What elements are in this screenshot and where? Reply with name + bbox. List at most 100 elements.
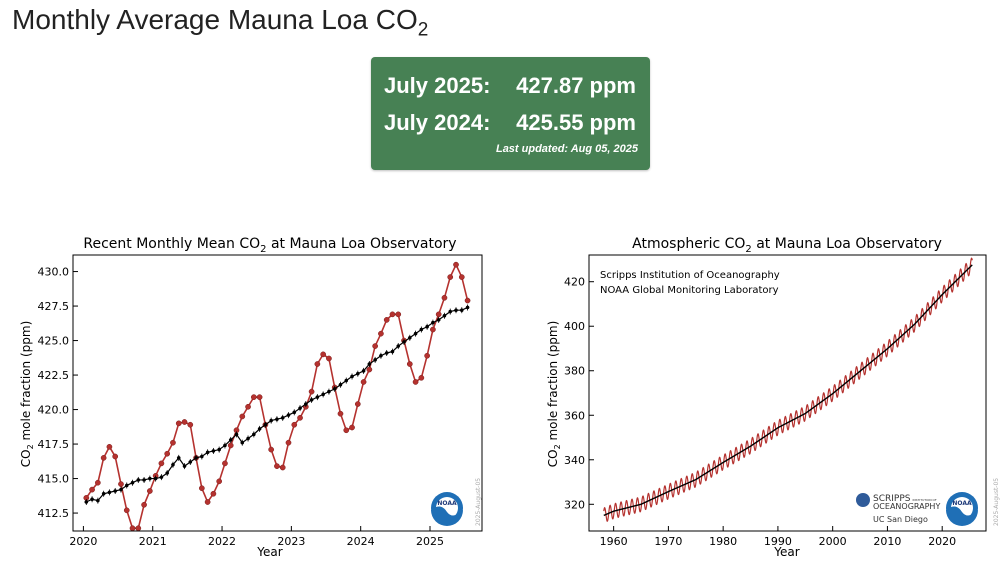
trend-point (182, 464, 187, 468)
monthly-mean-point (239, 413, 246, 420)
trend-line (603, 264, 973, 517)
trend-point (228, 438, 233, 442)
noaa-logo: NOAA (946, 492, 978, 526)
x-tick-label: 2024 (347, 535, 375, 548)
trend-point (390, 349, 395, 354)
monthly-mean-point (464, 297, 471, 304)
monthly-mean-point (274, 463, 280, 469)
trend-point (176, 456, 181, 460)
y-tick-label: 412.5 (38, 507, 70, 520)
trend-point (90, 497, 94, 502)
trend-point (194, 456, 198, 460)
monthly-mean-point (187, 421, 194, 428)
monthly-mean-point (314, 361, 321, 367)
trend-point (257, 427, 262, 431)
scripps-logo: SCRIPPS INSTITUTION OF OCEANOGRAPHY UC Sa… (856, 493, 940, 524)
monthly-mean-point (389, 311, 396, 318)
trend-point (101, 491, 106, 496)
trend-point (251, 432, 256, 437)
y-tick-label: 420 (564, 276, 585, 289)
monthly-mean-point (106, 443, 113, 450)
trend-point (119, 487, 123, 492)
trend-point (107, 490, 112, 495)
monthly-mean-point (337, 410, 344, 417)
trend-point (130, 480, 135, 485)
trend-point (165, 471, 170, 475)
monthly-mean-point (89, 486, 95, 493)
trend-point (298, 406, 302, 411)
svg-text:OCEANOGRAPHY: OCEANOGRAPHY (873, 502, 940, 511)
monthly-mean-point (250, 394, 257, 400)
trend-point (292, 410, 297, 415)
monthly-mean-point (268, 446, 275, 453)
trend-point (234, 432, 239, 437)
trend-point (442, 313, 447, 318)
x-tick-label: 2020 (928, 535, 956, 548)
chart-title: Recent Monthly Mean CO2 at Mauna Loa Obs… (83, 236, 456, 255)
svg-text:UC San Diego: UC San Diego (873, 515, 928, 524)
monthly-mean-point (458, 274, 465, 280)
trend-point (275, 417, 279, 422)
trend-point (303, 402, 308, 406)
previous-year-label: July 2024: (384, 110, 491, 135)
noaa-logo: NOAA (431, 492, 463, 526)
monthly-mean-point (308, 388, 315, 395)
monthly-mean-point (123, 507, 130, 514)
x-tick-label: 2022 (208, 535, 236, 548)
trend-point (153, 476, 158, 481)
trend-point (240, 440, 245, 445)
long-term-co2-chart: Atmospheric CO2 at Mauna Loa Observatory… (546, 236, 1000, 559)
monthly-mean-point (349, 424, 355, 431)
svg-text:NOAA: NOAA (952, 500, 972, 507)
trend-point (205, 450, 210, 455)
monthly-mean-point (147, 488, 153, 494)
trend-point (402, 340, 406, 344)
trend-point (269, 418, 274, 423)
monthly-mean-point (164, 450, 171, 457)
x-tick-label: 1980 (709, 535, 737, 548)
plot-frame (588, 254, 987, 532)
monthly-mean-point (343, 427, 350, 434)
trend-point (350, 374, 354, 379)
monthly-mean-point (360, 379, 367, 385)
trend-point (148, 476, 152, 481)
trend-point (217, 447, 222, 452)
trend-point (361, 369, 366, 373)
monthly-mean-point (170, 439, 176, 446)
trend-point (379, 353, 383, 358)
trend-point (407, 335, 412, 340)
trend-point (332, 387, 337, 391)
trend-point (315, 395, 320, 399)
monthly-mean-point (210, 490, 217, 497)
current-month-label: July 2025: (384, 73, 491, 98)
x-axis-label: Year (256, 545, 282, 559)
monthly-mean-point (129, 525, 136, 532)
monthly-mean-point (95, 479, 101, 486)
y-tick-label: 380 (564, 365, 585, 378)
trend-point (211, 449, 216, 453)
x-tick-label: 2020 (69, 535, 97, 548)
monthly-mean-point (453, 261, 459, 268)
y-axis-label: CO2 mole fraction (ppm) (19, 321, 35, 468)
y-tick-label: 422.5 (38, 369, 70, 382)
watermark: 2025-August-05 (475, 478, 482, 526)
last-updated: Last updated: Aug 05, 2025 (495, 143, 638, 155)
trend-point (136, 478, 141, 482)
trend-point (96, 498, 100, 503)
monthly-mean-point (181, 419, 188, 425)
trend-point (327, 389, 331, 394)
trend-point (159, 475, 164, 480)
recent-co2-chart: Recent Monthly Mean CO2 at Mauna Loa Obs… (19, 236, 483, 559)
monthly-mean-point (297, 414, 303, 421)
monthly-mean-point (435, 311, 442, 318)
monthly-mean-line (85, 262, 469, 530)
monthly-mean-point (378, 330, 384, 337)
y-axis-label: CO2 mole fraction (ppm) (546, 321, 562, 468)
y-tick-label: 417.5 (38, 438, 70, 451)
trend-point (384, 351, 389, 355)
trend-point (124, 483, 129, 488)
trend-point (280, 415, 285, 420)
trend-point (246, 436, 250, 441)
annotation-scripps: Scripps Institution of Oceanography (600, 270, 780, 281)
